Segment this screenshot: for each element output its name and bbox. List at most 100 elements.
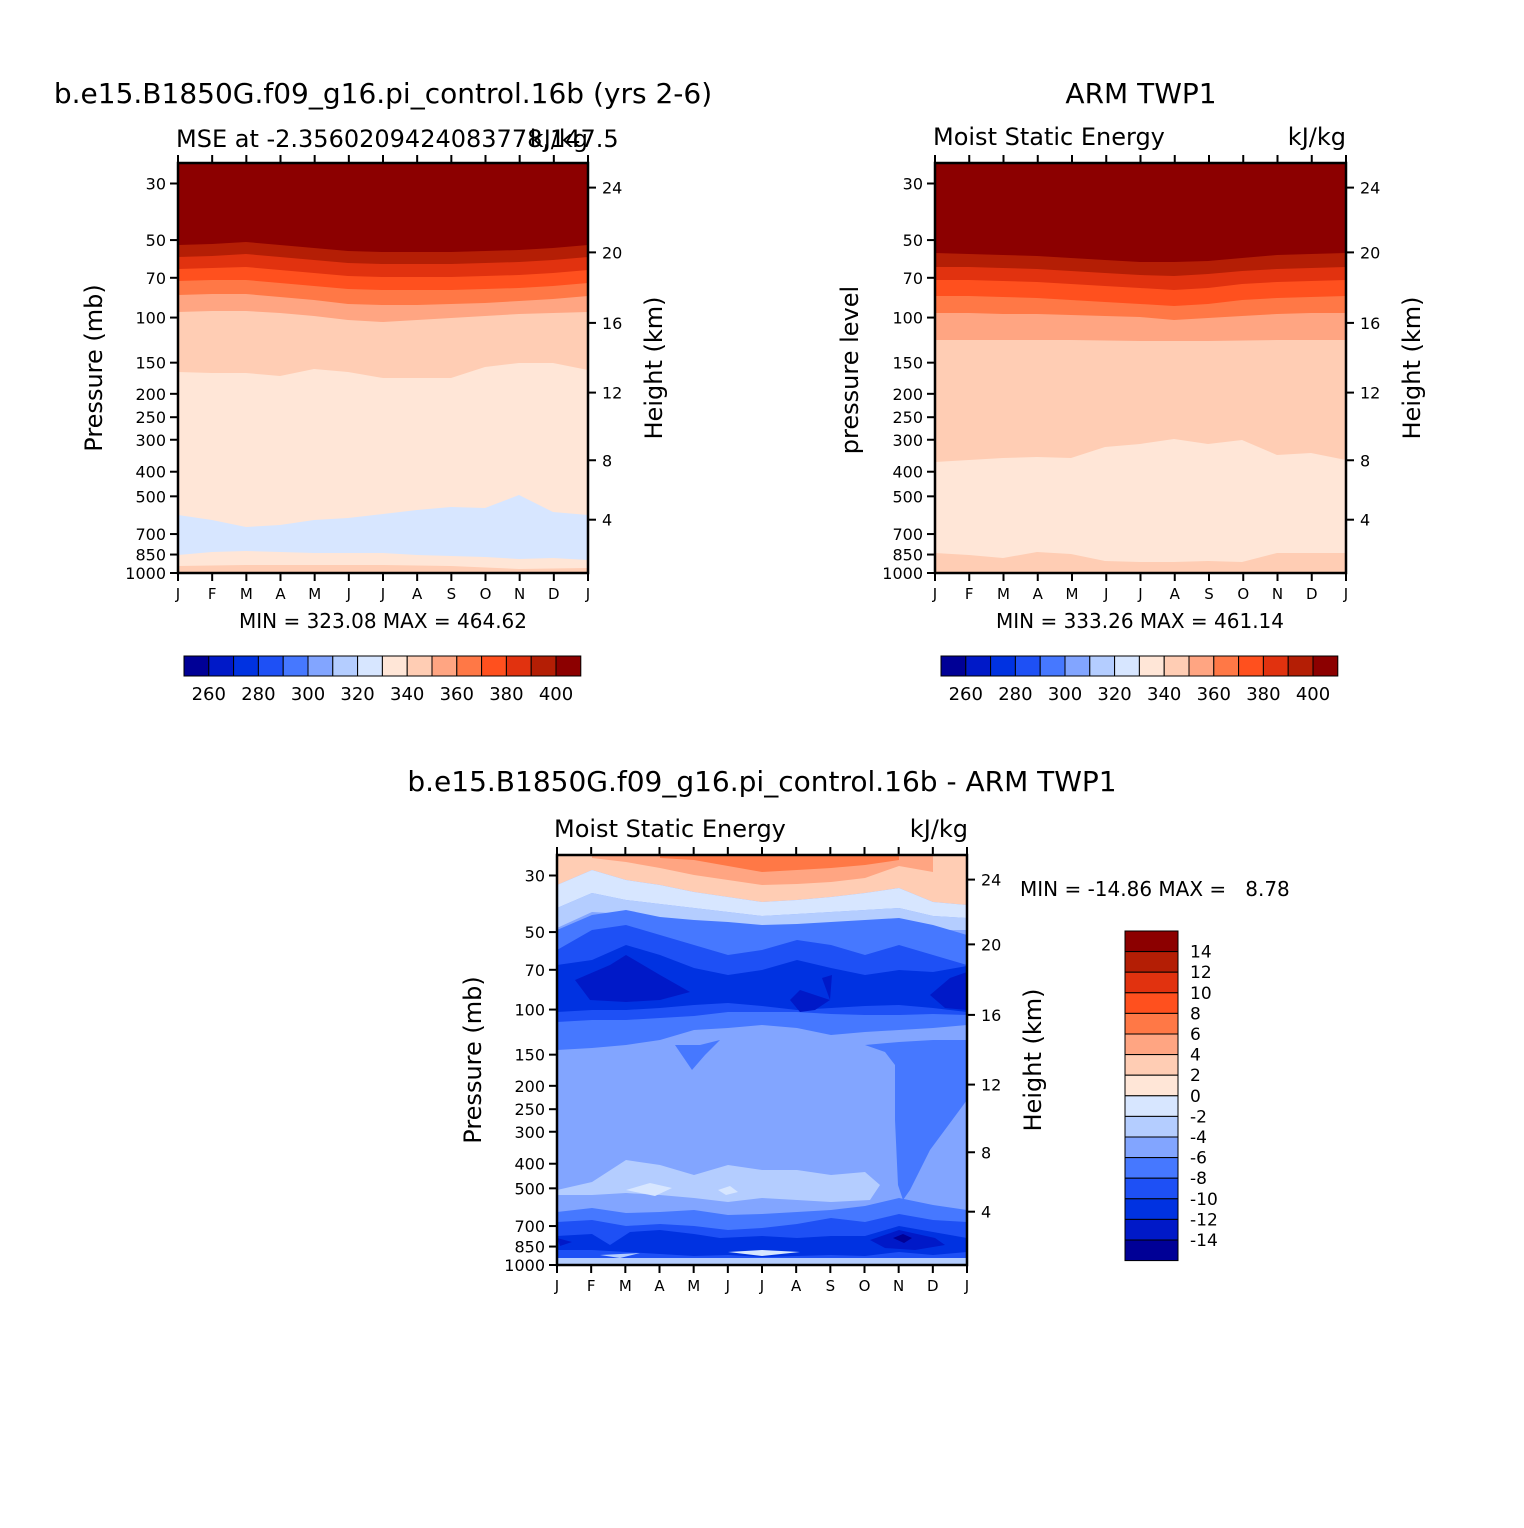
x-tick-label: M <box>997 585 1010 603</box>
x-tick-label: M <box>1066 585 1079 603</box>
colorbar-swatch <box>1124 1115 1179 1138</box>
colorbar-swatch <box>1124 1074 1179 1097</box>
y-tick-label: 700 <box>514 1217 545 1236</box>
diff-top-cool-1 <box>557 870 967 918</box>
x-tick-label: O <box>1237 585 1249 603</box>
colorbar-swatch <box>332 655 359 677</box>
height-tick-label: 16 <box>981 1006 1001 1025</box>
colorbar-swatch <box>1213 655 1240 677</box>
height-tick-label: 8 <box>602 451 612 470</box>
diff-ylabel-right: Height (km) <box>1019 989 1047 1132</box>
colorbar-swatch <box>282 655 309 677</box>
colorbar-swatch <box>183 655 210 677</box>
colorbar-swatch <box>1124 1012 1179 1035</box>
diff-bottom-light <box>557 1258 967 1265</box>
colorbar-label: -4 <box>1190 1128 1207 1148</box>
colorbar-swatch <box>1124 1198 1179 1220</box>
x-tick-label: J <box>1343 585 1348 603</box>
colorbar-swatch <box>1124 930 1179 953</box>
x-tick-label: A <box>791 1277 802 1295</box>
y-tick-label: 30 <box>903 175 923 194</box>
height-tick-label: 24 <box>1360 179 1380 198</box>
diff-notch <box>675 1040 720 1070</box>
y-tick-label: 500 <box>892 487 923 506</box>
diff-bottom-12b <box>557 1238 572 1246</box>
colorbar-swatch <box>1124 1157 1179 1179</box>
diff-subtitle-right: kJ/kg <box>910 815 968 843</box>
x-tick-label: A <box>654 1277 665 1295</box>
height-tick-label: 4 <box>981 1203 991 1222</box>
obs-subtitle-left: Moist Static Energy <box>933 123 1165 151</box>
colorbar-swatch <box>1089 655 1116 677</box>
obs-contour-fill <box>935 163 1346 573</box>
y-tick-label: 30 <box>525 867 545 886</box>
y-tick-label: 50 <box>903 231 923 250</box>
colorbar-swatch <box>1138 655 1165 677</box>
y-tick-label: 700 <box>135 525 166 544</box>
height-tick-label: 20 <box>1360 243 1380 262</box>
y-tick-label: 250 <box>892 408 923 427</box>
x-tick-label: J <box>346 585 351 603</box>
y-tick-label: 850 <box>135 546 166 565</box>
height-tick-label: 12 <box>602 384 622 403</box>
colorbar-swatch <box>233 655 259 677</box>
x-tick-label: J <box>175 585 180 603</box>
colorbar-swatch <box>1124 1177 1179 1200</box>
colorbar-swatch <box>1114 655 1140 677</box>
colorbar-label: -10 <box>1190 1190 1218 1210</box>
diff-column-6 <box>865 1040 967 1200</box>
colorbar-swatch <box>456 655 483 677</box>
colorbar-swatch <box>1124 1239 1179 1262</box>
y-tick-label: 200 <box>514 1077 545 1096</box>
diff-bottom-10 <box>557 1226 967 1257</box>
diff-mid-band-12 <box>575 955 690 1002</box>
colorbar-swatch <box>1124 1095 1179 1117</box>
obs-band-low-warm <box>935 552 1346 573</box>
model-panel: b.e15.B1850G.f09_g16.pi_control.16b (yrs… <box>54 77 712 705</box>
y-tick-label: 100 <box>892 309 923 328</box>
x-tick-label: D <box>548 585 560 603</box>
colorbar-swatch <box>1124 971 1179 994</box>
x-tick-label: S <box>1204 585 1214 603</box>
colorbar-label: 6 <box>1190 1025 1201 1045</box>
obs-ylabel: pressure level <box>836 286 864 454</box>
height-tick-label: 16 <box>1360 314 1380 333</box>
y-tick-label: 1000 <box>882 564 923 583</box>
colorbar-label: 2 <box>1190 1066 1201 1086</box>
model-title: b.e15.B1850G.f09_g16.pi_control.16b (yrs… <box>54 77 712 110</box>
colorbar-swatch <box>381 655 408 677</box>
colorbar-label: 4 <box>1190 1046 1201 1066</box>
diff-top-warm-3 <box>660 855 899 872</box>
model-band-low-warm <box>178 565 588 573</box>
y-tick-label: 70 <box>146 269 166 288</box>
colorbar-label: 8 <box>1190 1004 1201 1024</box>
x-tick-label: O <box>859 1277 871 1295</box>
x-tick-label: A <box>1033 585 1044 603</box>
y-tick-label: 100 <box>514 1001 545 1020</box>
diff-mid-band-12d <box>822 975 832 1000</box>
x-tick-label: M <box>308 585 321 603</box>
obs-ylabel-right: Height (km) <box>1398 297 1426 440</box>
diff-bottom-light-3 <box>600 1253 640 1258</box>
obs-band-330 <box>935 439 1346 573</box>
colorbar-swatch <box>1124 1033 1179 1056</box>
y-tick-label: 150 <box>892 354 923 373</box>
colorbar-label: 400 <box>539 684 573 705</box>
x-tick-label: M <box>240 585 253 603</box>
diff-panel: b.e15.B1850G.f09_g16.pi_control.16b - AR… <box>407 765 1289 1295</box>
colorbar-swatch <box>1039 655 1066 677</box>
colorbar-label: -14 <box>1190 1231 1218 1251</box>
colorbar-swatch <box>1124 1218 1179 1241</box>
x-tick-label: J <box>725 1277 730 1295</box>
colorbar-label: 300 <box>1048 684 1082 705</box>
y-tick-label: 70 <box>903 269 923 288</box>
colorbar-swatch <box>357 655 383 677</box>
model-height-axis: 24 20 16 12 8 4 <box>588 179 622 530</box>
height-tick-label: 8 <box>1360 451 1370 470</box>
y-tick-label: 500 <box>135 487 166 506</box>
y-tick-label: 300 <box>135 431 166 450</box>
diff-height-axis: 24 20 16 12 8 4 <box>967 871 1001 1222</box>
x-tick-label: D <box>927 1277 939 1295</box>
